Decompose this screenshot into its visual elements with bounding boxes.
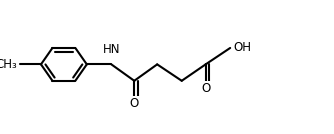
Text: CH₃: CH₃	[0, 58, 17, 71]
Text: HN: HN	[103, 44, 120, 57]
Text: O: O	[201, 81, 210, 94]
Text: O: O	[130, 97, 139, 110]
Text: OH: OH	[233, 41, 252, 54]
